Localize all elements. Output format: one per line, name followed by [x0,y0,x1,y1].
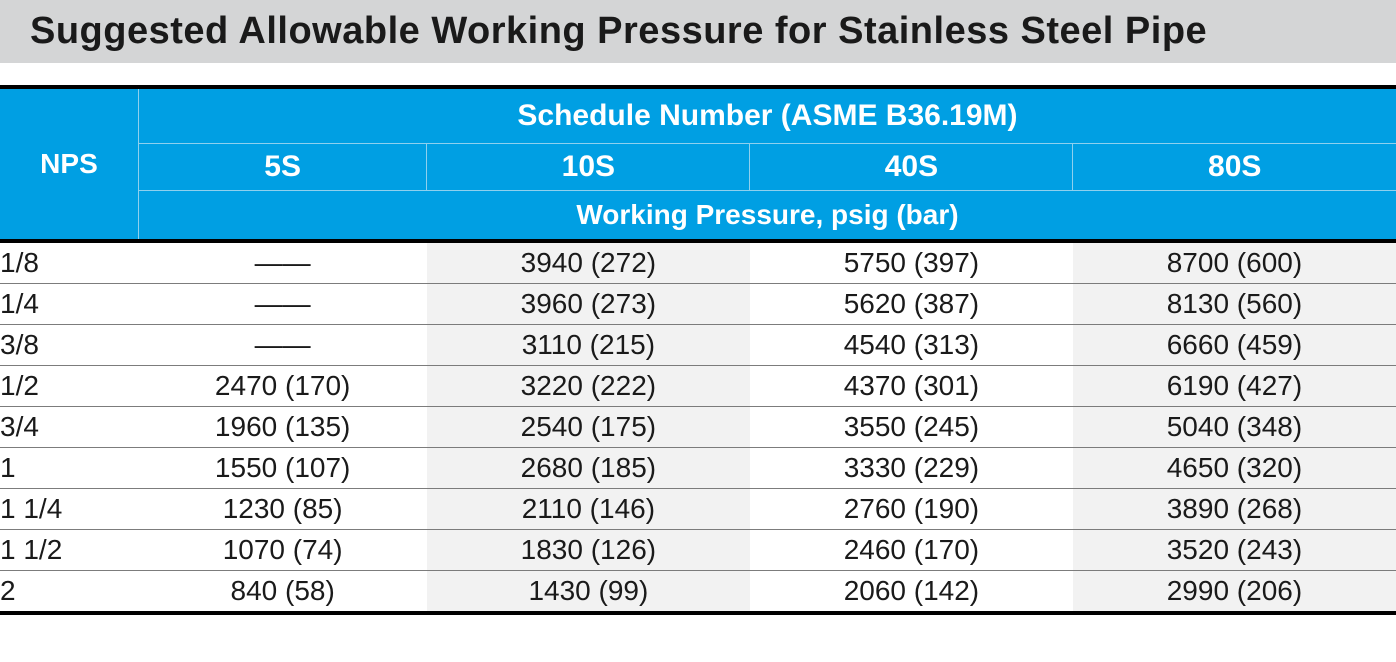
cell-5s: 1960 (135) [138,407,426,448]
table-row: 1 1/21070 (74)1830 (126)2460 (170)3520 (… [0,530,1396,571]
table-row: 1/8——3940 (272)5750 (397)8700 (600) [0,241,1396,284]
cell-10s: 2110 (146) [427,489,750,530]
cell-10s: 2540 (175) [427,407,750,448]
header-nps: NPS [0,87,138,241]
cell-80s: 4650 (320) [1073,448,1396,489]
cell-nps: 3/8 [0,325,138,366]
cell-10s: 3110 (215) [427,325,750,366]
cell-80s: 2990 (206) [1073,571,1396,614]
cell-80s: 6660 (459) [1073,325,1396,366]
cell-5s: 1070 (74) [138,530,426,571]
cell-40s: 3330 (229) [750,448,1073,489]
cell-40s: 3550 (245) [750,407,1073,448]
cell-80s: 3890 (268) [1073,489,1396,530]
cell-10s: 3960 (273) [427,284,750,325]
cell-5s: 1550 (107) [138,448,426,489]
cell-40s: 2760 (190) [750,489,1073,530]
cell-10s: 2680 (185) [427,448,750,489]
cell-10s: 1430 (99) [427,571,750,614]
cell-40s: 4370 (301) [750,366,1073,407]
cell-40s: 2060 (142) [750,571,1073,614]
cell-nps: 1 1/4 [0,489,138,530]
cell-5s: 2470 (170) [138,366,426,407]
cell-10s: 3940 (272) [427,241,750,284]
table-body: 1/8——3940 (272)5750 (397)8700 (600)1/4——… [0,241,1396,613]
table-header: NPS Schedule Number (ASME B36.19M) 5S 10… [0,87,1396,241]
cell-80s: 3520 (243) [1073,530,1396,571]
cell-10s: 3220 (222) [427,366,750,407]
table-row: 3/41960 (135)2540 (175)3550 (245)5040 (3… [0,407,1396,448]
cell-80s: 6190 (427) [1073,366,1396,407]
table-row: 1/4——3960 (273)5620 (387)8130 (560) [0,284,1396,325]
cell-nps: 1/4 [0,284,138,325]
cell-nps: 3/4 [0,407,138,448]
table-row: 2 840 (58)1430 (99)2060 (142)2990 (206) [0,571,1396,614]
pressure-table: NPS Schedule Number (ASME B36.19M) 5S 10… [0,85,1396,615]
cell-80s: 8700 (600) [1073,241,1396,284]
cell-5s: —— [138,241,426,284]
table-row: 3/8——3110 (215)4540 (313)6660 (459) [0,325,1396,366]
header-schedule-group: Schedule Number (ASME B36.19M) [138,87,1396,144]
cell-nps: 1 [0,448,138,489]
header-schedule-10s: 10S [427,144,750,191]
cell-5s: —— [138,284,426,325]
header-schedule-80s: 80S [1073,144,1396,191]
table-row: 1/22470 (170)3220 (222)4370 (301)6190 (4… [0,366,1396,407]
table-row: 11550 (107)2680 (185)3330 (229)4650 (320… [0,448,1396,489]
page-title: Suggested Allowable Working Pressure for… [0,0,1396,63]
cell-10s: 1830 (126) [427,530,750,571]
cell-40s: 5620 (387) [750,284,1073,325]
cell-40s: 2460 (170) [750,530,1073,571]
table-row: 1 1/41230 (85)2110 (146)2760 (190)3890 (… [0,489,1396,530]
cell-5s: 840 (58) [138,571,426,614]
header-schedule-40s: 40S [750,144,1073,191]
cell-5s: —— [138,325,426,366]
cell-nps: 1/8 [0,241,138,284]
cell-5s: 1230 (85) [138,489,426,530]
cell-80s: 5040 (348) [1073,407,1396,448]
header-unit: Working Pressure, psig (bar) [138,191,1396,242]
cell-nps: 1 1/2 [0,530,138,571]
cell-40s: 4540 (313) [750,325,1073,366]
header-schedule-5s: 5S [138,144,426,191]
title-spacer [0,63,1396,85]
cell-80s: 8130 (560) [1073,284,1396,325]
cell-nps: 1/2 [0,366,138,407]
cell-40s: 5750 (397) [750,241,1073,284]
cell-nps: 2 [0,571,138,614]
